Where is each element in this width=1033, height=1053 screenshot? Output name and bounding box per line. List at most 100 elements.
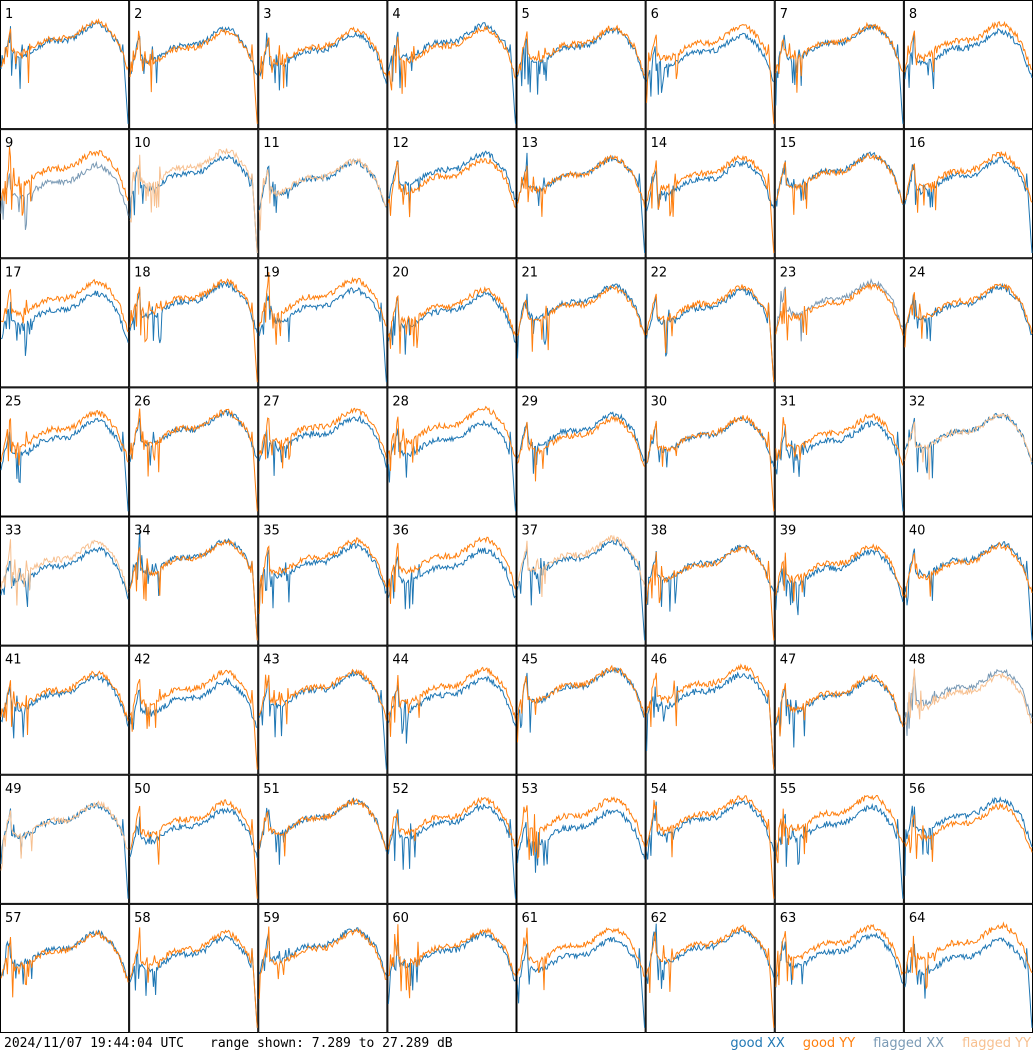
panel-label: 34	[134, 524, 151, 539]
panel-label: 33	[5, 524, 22, 539]
panel-frame	[129, 903, 259, 1033]
series-yy-line	[0, 929, 129, 998]
series-yy-line	[775, 21, 904, 93]
panel-label: 3	[263, 7, 271, 22]
panel-frame	[903, 0, 1033, 130]
series-yy-line	[517, 796, 646, 860]
panel-frame	[516, 387, 646, 517]
panel-label: 61	[522, 911, 539, 926]
series-yy-line	[0, 409, 129, 466]
panel-label: 2	[134, 7, 142, 22]
series-yy-line	[904, 921, 1033, 989]
series-yy-line	[517, 285, 646, 352]
footer: 2024/11/07 19:44:04 UTC range shown: 7.2…	[0, 1034, 1033, 1053]
series-yy-line	[387, 157, 516, 218]
series-xx-line	[0, 160, 129, 230]
panel-label: 32	[909, 394, 926, 409]
series-yy-line	[387, 405, 516, 471]
series-xx-line	[129, 806, 258, 858]
series-yy-line	[904, 668, 1033, 727]
panel-frame	[903, 258, 1033, 388]
panel-frame	[516, 129, 646, 259]
series-yy-line	[517, 154, 646, 217]
panel-frame	[903, 516, 1033, 646]
series-xx-line	[646, 923, 775, 989]
panel-label: 23	[780, 265, 797, 280]
panel-label: 45	[522, 653, 539, 668]
panel-frame	[387, 903, 517, 1033]
panel-17: 17	[0, 258, 130, 388]
panel-59: 59	[258, 903, 388, 1033]
panel-36: 36	[387, 516, 517, 646]
series-xx-line	[517, 411, 646, 474]
panel-label: 37	[522, 524, 539, 539]
series-yy-line	[387, 285, 516, 354]
panel-frame	[129, 516, 259, 646]
series-yy-line	[0, 146, 129, 216]
panel-60: 60	[387, 903, 517, 1033]
series-yy-line	[517, 534, 646, 598]
panel-frame	[387, 516, 517, 646]
series-yy-line	[904, 413, 1033, 480]
series-xx-line	[0, 546, 129, 607]
series-xx-line	[258, 158, 387, 213]
panel-21: 21	[516, 258, 646, 388]
series-yy-line	[775, 152, 904, 215]
panel-61: 61	[516, 903, 646, 1033]
series-xx-line	[775, 23, 904, 124]
series-yy-line	[904, 20, 1033, 73]
series-xx-line	[904, 796, 1033, 876]
series-xx-line	[904, 27, 1033, 90]
series-xx-line	[0, 417, 129, 512]
panel-29: 29	[516, 387, 646, 517]
panel-22: 22	[645, 258, 775, 388]
panel-40: 40	[903, 516, 1033, 646]
series-xx-line	[258, 542, 387, 612]
series-yy-line	[646, 284, 775, 383]
panel-16: 16	[903, 129, 1033, 259]
panel-4: 4	[387, 0, 517, 130]
series-xx-line	[387, 803, 516, 899]
panel-label: 63	[780, 911, 797, 926]
series-xx-line	[646, 287, 775, 383]
panel-frame	[774, 903, 904, 1033]
series-xx-line	[387, 291, 516, 355]
series-xx-line	[258, 415, 387, 476]
panel-33: 33	[0, 516, 130, 646]
series-xx-line	[775, 420, 904, 512]
panel-10: 10	[129, 129, 259, 259]
series-yy-line	[129, 28, 258, 124]
panel-label: 12	[392, 136, 409, 151]
series-xx-line	[258, 287, 387, 383]
panel-23: 23	[774, 258, 904, 388]
panel-27: 27	[258, 387, 388, 517]
series-xx-line	[517, 538, 646, 641]
panel-8: 8	[903, 0, 1033, 130]
series-yy-line	[0, 539, 129, 606]
series-xx-line	[129, 154, 258, 254]
series-yy-line	[775, 413, 904, 466]
panel-label: 8	[909, 7, 917, 22]
series-yy-line	[387, 796, 516, 850]
series-yy-line	[646, 414, 775, 512]
series-yy-line	[775, 543, 904, 602]
series-xx-line	[775, 278, 904, 342]
legend-good-xx: good XX	[730, 1036, 785, 1051]
series-xx-line	[129, 26, 258, 84]
panel-label: 59	[263, 911, 280, 926]
panel-frame	[258, 903, 388, 1033]
panel-frame	[774, 258, 904, 388]
panel-label: 10	[134, 136, 151, 151]
panel-label: 55	[780, 782, 797, 797]
panel-frame	[903, 645, 1033, 775]
legend-good-yy: good YY	[802, 1036, 856, 1051]
series-yy-line	[258, 271, 387, 345]
series-yy-line	[646, 24, 775, 124]
series-xx-line	[387, 675, 516, 744]
panel-label: 47	[780, 653, 797, 668]
panel-63: 63	[774, 903, 904, 1033]
panel-51: 51	[258, 774, 388, 904]
panel-25: 25	[0, 387, 130, 517]
panel-label: 25	[5, 394, 22, 409]
